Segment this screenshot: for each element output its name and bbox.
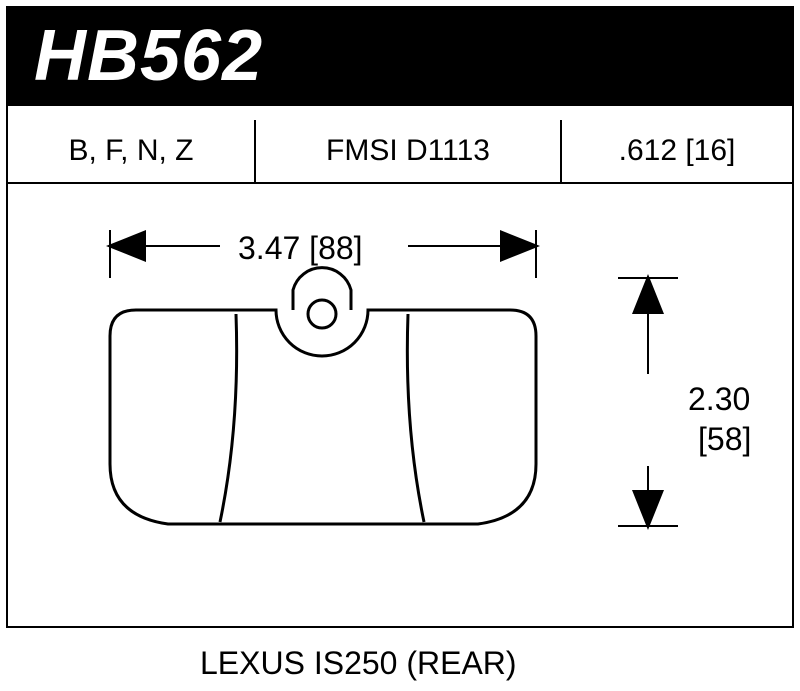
- thickness-cell: .612 [16]: [562, 120, 792, 182]
- thickness-mm-wrap: [16]: [677, 134, 735, 168]
- thickness-in: .612: [619, 134, 677, 168]
- spec-row: B, F, N, Z FMSI D1113 .612 [16]: [8, 120, 792, 184]
- vehicle-caption: LEXUS IS250 (REAR): [200, 645, 517, 682]
- diagram-area: 3.47 [88] 2.30 [58]: [8, 186, 792, 626]
- thickness-mm: 16: [694, 134, 727, 167]
- compounds-cell: B, F, N, Z: [8, 120, 256, 182]
- fmsi-cell: FMSI D1113: [256, 120, 562, 182]
- brake-pad-drawing: [8, 186, 792, 626]
